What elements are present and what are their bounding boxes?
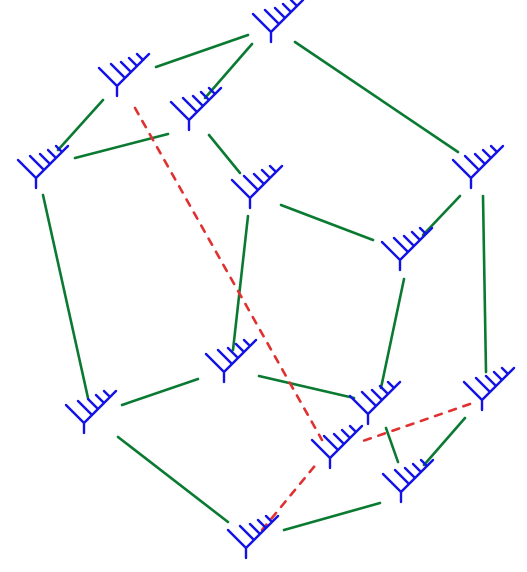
rooted-tree-icon-n7 — [380, 226, 434, 272]
rooted-tree-icon-n3 — [169, 86, 223, 132]
solid-edge-n11-n13 — [384, 426, 400, 464]
rooted-tree-icon-n6 — [230, 164, 284, 210]
rooted-tree-icon-n2 — [97, 52, 151, 98]
solid-edge-n4-n10 — [41, 193, 90, 400]
solid-edge-n8-n11 — [257, 374, 356, 400]
rooted-tree-icon-n5 — [451, 144, 505, 190]
solid-edge-n9-n12 — [422, 416, 467, 467]
solid-edge-n1-n2 — [154, 33, 250, 69]
solid-edge-n5-n7 — [421, 194, 462, 237]
solid-edge-n7-n11 — [379, 277, 406, 390]
dashed-edge-n14-n15 — [260, 460, 320, 532]
solid-edge-n2-n4 — [56, 98, 105, 152]
solid-edge-n3-n4 — [73, 132, 170, 160]
rooted-tree-icon-n12 — [381, 458, 435, 504]
rooted-tree-icon-n15 — [310, 424, 364, 470]
solid-edge-n13-n14 — [282, 501, 382, 532]
solid-edge-n6-n8 — [231, 214, 250, 352]
solid-edge-n3-n6 — [207, 133, 242, 175]
rooted-tree-icon-n14 — [226, 514, 280, 560]
solid-edge-n1-n5 — [293, 40, 460, 154]
rooted-tree-icon-n8 — [204, 338, 258, 384]
rooted-tree-icon-n11 — [348, 380, 402, 426]
dashed-edge-n9-n15 — [358, 402, 472, 444]
rooted-tree-icon-n10 — [64, 389, 118, 435]
edges-layer — [41, 33, 488, 532]
solid-edge-n6-n7 — [279, 203, 375, 242]
rooted-tree-icon-n9 — [462, 366, 516, 412]
solid-edge-n8-n10 — [120, 377, 200, 407]
nodes-layer — [16, 0, 516, 560]
solid-edge-n5-n9 — [481, 194, 488, 374]
rooted-tree-icon-n1 — [251, 0, 305, 44]
rooted-tree-icon-n4 — [16, 144, 70, 190]
dashed-edge-n2-n15 — [133, 106, 324, 442]
solid-edge-n1-n3 — [203, 42, 254, 100]
solid-edge-n10-n14 — [116, 435, 230, 524]
